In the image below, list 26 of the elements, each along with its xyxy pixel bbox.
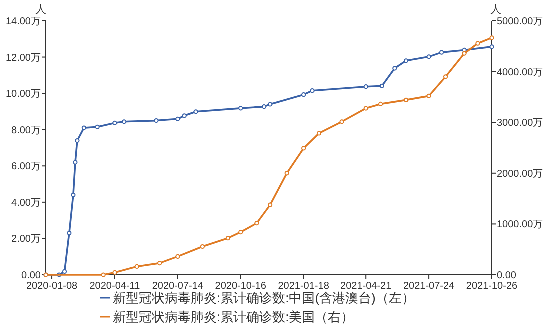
- x-tick-label: 2021-07-24: [403, 281, 456, 292]
- y-tick-label: 6.00万: [12, 162, 41, 173]
- y2-tick-label: 5000.00万: [497, 16, 544, 28]
- x-tick-label: 2021-01-18: [278, 281, 330, 292]
- x-tick-label: 2020-10-16: [215, 281, 267, 292]
- legend-label: 新型冠状病毒肺炎:累计确诊数:美国（右）: [113, 310, 354, 324]
- legend-label: 新型冠状病毒肺炎:累计确诊数:中国(含港澳台)（左）: [113, 290, 415, 306]
- y-tick-label: 12.00万: [6, 52, 41, 64]
- y-tick-label: 8.00万: [12, 125, 41, 136]
- y2-tick-label: 4000.00万: [497, 67, 544, 78]
- y2-tick-label: 3000.00万: [497, 118, 544, 130]
- y2-axis-title: 人: [490, 4, 502, 16]
- x-tick-label: 2020-04-11: [90, 281, 141, 292]
- y-tick-label: 14.00万: [6, 16, 41, 28]
- y2-tick-label: 0.00: [497, 270, 517, 282]
- x-tick-label: 2021-04-21: [340, 281, 392, 292]
- y-tick-label: 4.00万: [12, 198, 41, 209]
- y2-tick-label: 2000.00万: [497, 168, 544, 180]
- x-tick-label: 2020-07-14: [152, 281, 204, 292]
- y2-tick-label: 1000.00万: [497, 220, 544, 231]
- y-tick-label: 10.00万: [6, 89, 41, 100]
- y-tick-label: 0.00: [22, 270, 42, 282]
- x-tick-label: 2021-10-26: [466, 281, 518, 292]
- y-axis-title: 人: [36, 4, 46, 16]
- x-tick-label: 2020-01-08: [26, 281, 78, 292]
- y-tick-label: 2.00万: [12, 234, 41, 246]
